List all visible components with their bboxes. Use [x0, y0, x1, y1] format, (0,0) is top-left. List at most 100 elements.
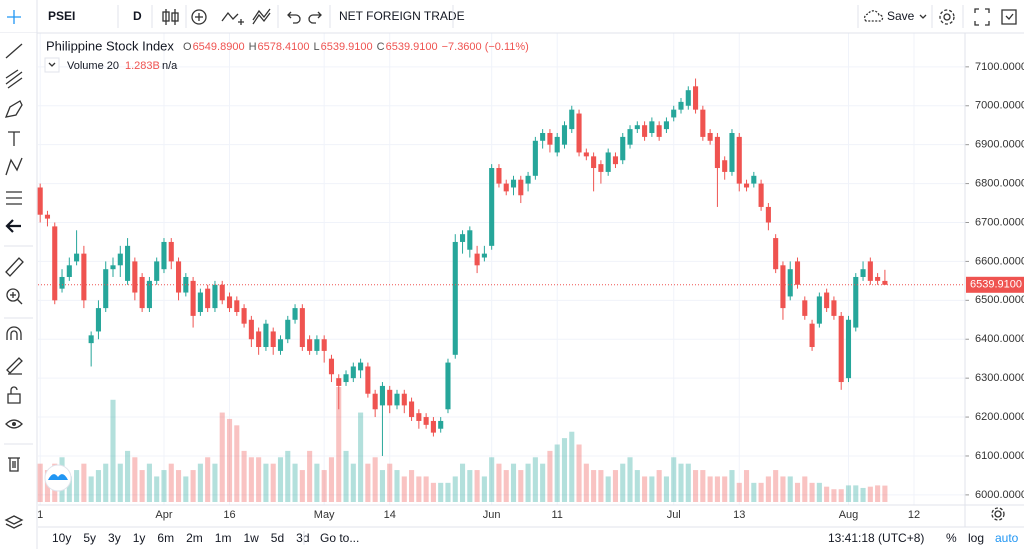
visibility-tool[interactable] [5, 419, 23, 429]
volume-bar [438, 482, 444, 502]
volume-bar [649, 476, 655, 502]
volume-bar [496, 463, 502, 502]
range-button[interactable]: 6m [157, 531, 174, 545]
volume-bar [663, 476, 669, 502]
range-button[interactable]: 2m [186, 531, 203, 545]
volume-bar [74, 470, 80, 502]
volume-bar [197, 463, 203, 502]
save-menu[interactable] [919, 14, 927, 19]
volume-bar [401, 476, 407, 502]
candle-body [736, 136, 742, 184]
volume-bar [394, 470, 400, 502]
last-price-label: 6539.9100 [970, 279, 1022, 291]
volume-bar [103, 463, 109, 502]
object-tree[interactable] [4, 515, 24, 529]
draw-mode-tool[interactable] [6, 357, 23, 375]
volume-bar [110, 399, 116, 502]
y-tick-label: 6400.0000 [975, 333, 1024, 345]
x-tick-label: 12 [908, 509, 920, 521]
goto-button[interactable]: Go to... [320, 531, 359, 545]
brush-tool[interactable] [4, 100, 23, 118]
volume-bar [693, 470, 699, 502]
candle-body [875, 276, 881, 281]
candle-body [205, 288, 211, 309]
volume-bar [780, 476, 786, 502]
magnet-tool[interactable] [6, 326, 22, 340]
back-tool[interactable] [5, 219, 21, 233]
interval[interactable]: D [133, 9, 142, 23]
pitchfork-tool[interactable] [5, 69, 23, 89]
volume-bar [234, 425, 240, 502]
candle-body [583, 152, 589, 157]
pattern-tool[interactable] [5, 157, 23, 176]
crosshair-tool[interactable] [7, 10, 21, 24]
volume-bar [481, 476, 487, 502]
range-button[interactable]: 1w [243, 531, 259, 545]
clock: 13:41:18 (UTC+8) [828, 531, 924, 545]
volume-bar [700, 470, 706, 502]
candle-body [299, 308, 305, 348]
candle-body [154, 261, 160, 281]
range-button[interactable]: 5d [271, 531, 284, 545]
redo-button[interactable] [308, 11, 322, 24]
volume-bar [372, 457, 378, 502]
undo-button[interactable] [287, 11, 301, 24]
range-button[interactable]: 1m [215, 531, 232, 545]
cloud-icon [863, 10, 884, 22]
candle-body [671, 109, 677, 118]
add-indicator-button[interactable] [191, 9, 207, 25]
volume-bar [591, 470, 597, 502]
volume-bar [532, 457, 538, 502]
candle-body [241, 308, 247, 324]
fullscreen-button[interactable] [974, 8, 990, 26]
indicators-button[interactable] [252, 8, 271, 25]
candle-body [328, 358, 335, 375]
candle-body [146, 280, 152, 309]
study-button[interactable]: NET FOREIGN TRADE [339, 9, 465, 23]
settings-button[interactable] [939, 9, 955, 25]
text-tool[interactable] [8, 131, 20, 146]
percent-toggle[interactable]: % [946, 531, 957, 545]
legend-toggle[interactable] [44, 57, 60, 73]
ruler-tool[interactable] [5, 257, 24, 277]
candle-body [438, 420, 444, 429]
candle-body [569, 109, 575, 130]
volume-bar [154, 476, 160, 502]
ohlc-legend: O 6549.8900 H 6578.4100 L 6539.9100 C 6539.9100… [183, 41, 529, 53]
prediction-tool[interactable] [6, 191, 22, 205]
candle-body [430, 420, 436, 433]
range-button[interactable]: 1y [133, 531, 146, 545]
auto-toggle[interactable]: auto [995, 531, 1019, 545]
lock-tool[interactable] [7, 386, 21, 404]
volume-bar [729, 470, 735, 502]
candle-body [642, 125, 648, 137]
candle-body [845, 319, 852, 379]
axis-settings[interactable] [991, 507, 1005, 521]
trash-tool[interactable] [8, 457, 20, 472]
range-buttons: 10y 5y 3y 1y 6m 2m 1m 1w 5d 3d [52, 531, 310, 545]
volume-bar [467, 470, 473, 502]
save-button[interactable]: Save [887, 9, 915, 23]
top-toolbar [0, 0, 1024, 33]
compare-button[interactable] [221, 11, 244, 25]
symbol[interactable]: PSEI [48, 9, 75, 23]
volume-bar [860, 487, 866, 502]
zoom-tool[interactable] [6, 288, 23, 305]
log-toggle[interactable]: log [968, 531, 984, 545]
candle-body [663, 121, 669, 130]
trendline-tool[interactable] [5, 43, 23, 59]
visibility-dot [12, 422, 16, 426]
candle-body [729, 133, 735, 172]
range-button[interactable]: 5y [83, 531, 96, 545]
range-button[interactable]: 10y [52, 531, 71, 545]
snapshot-button[interactable] [1001, 9, 1017, 25]
volume-bar [168, 463, 174, 502]
chart-type-button[interactable] [162, 9, 179, 25]
volume-bar [241, 450, 247, 502]
range-button[interactable]: 3y [108, 531, 121, 545]
range-button[interactable]: 3d [296, 531, 309, 545]
candle-body [503, 183, 509, 192]
candle-body [88, 335, 94, 344]
candle-body [773, 238, 779, 270]
candle-body [314, 339, 320, 351]
